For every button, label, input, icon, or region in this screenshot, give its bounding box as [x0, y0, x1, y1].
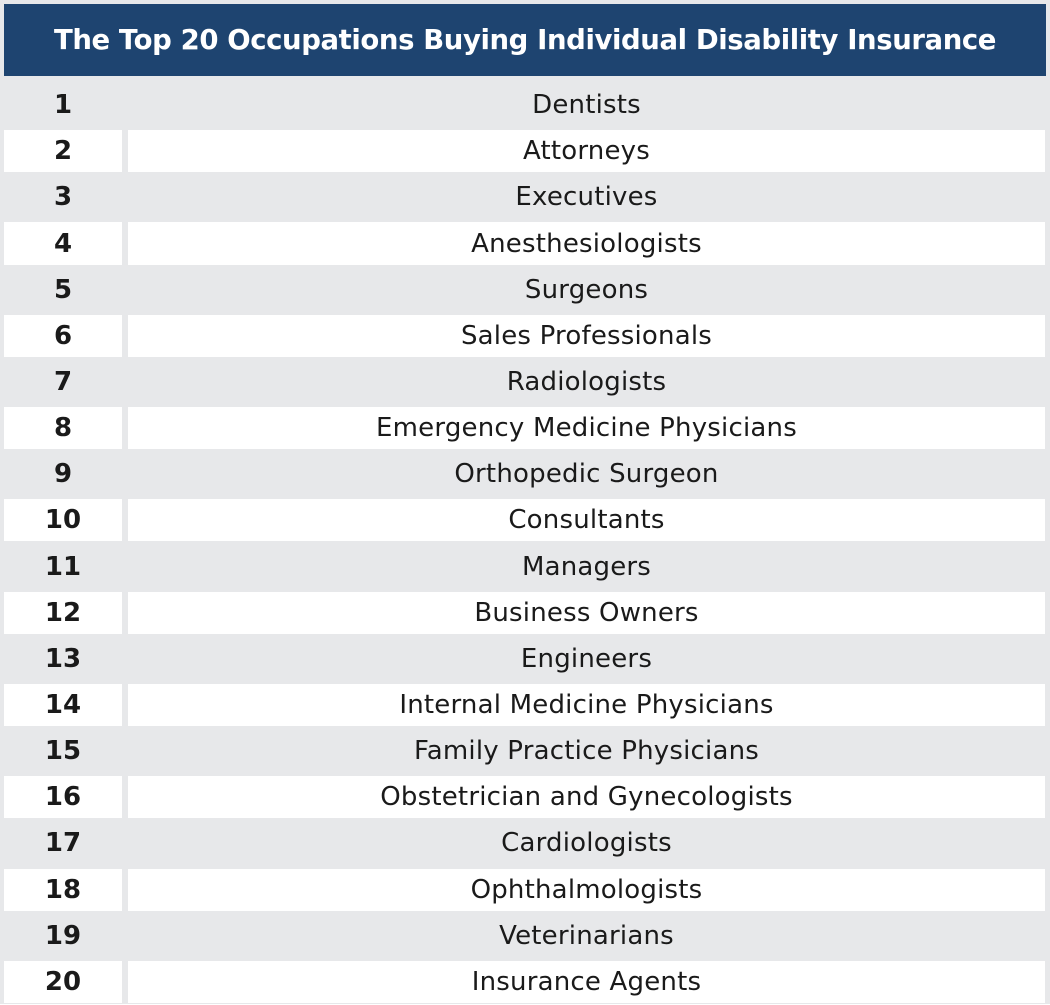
- rank-cell: 18: [4, 868, 122, 911]
- rank-cell: 10: [4, 499, 122, 542]
- rank-cell: 5: [53, 274, 73, 305]
- table-row: 3 Executives: [0, 174, 1050, 220]
- occupation-cell: Managers: [521, 551, 652, 582]
- table-row: 14 Internal Medicine Physicians: [0, 682, 1050, 728]
- occupation-cell: Ophthalmologists: [128, 868, 1045, 911]
- rank-cell: 8: [4, 407, 122, 450]
- table-row: 6 Sales Professionals: [0, 313, 1050, 359]
- occupation-cell: Family Practice Physicians: [413, 736, 760, 767]
- rank-cell: 4: [4, 222, 122, 265]
- rank-cell: 14: [4, 683, 122, 727]
- table-row: 17 Cardiologists: [0, 820, 1050, 866]
- occupation-cell: Veterinarians: [499, 920, 674, 951]
- table-row: 9 Orthopedic Surgeon: [0, 451, 1050, 497]
- rank-cell: 20: [4, 960, 122, 1003]
- occupation-cell: Executives: [515, 182, 658, 213]
- occupation-cell: Obstetrician and Gynecologists: [128, 776, 1045, 819]
- table-row: 7 Radiologists: [0, 359, 1050, 405]
- occupation-cell: Insurance Agents: [128, 960, 1045, 1003]
- rank-cell: 12: [4, 591, 122, 634]
- occupation-cell: Emergency Medicine Physicians: [128, 407, 1045, 450]
- table-title: The Top 20 Occupations Buying Individual…: [4, 4, 1046, 76]
- table-row: 1 Dentists: [0, 82, 1050, 128]
- occupation-cell: Engineers: [520, 643, 653, 674]
- table-row: 19 Veterinarians: [0, 913, 1050, 959]
- table-row: 11 Managers: [0, 544, 1050, 590]
- rank-cell: 19: [44, 920, 82, 951]
- occupation-cell: Sales Professionals: [128, 314, 1045, 357]
- occupation-cell: Cardiologists: [501, 828, 672, 859]
- occupation-cell: Dentists: [532, 90, 641, 121]
- rank-cell: 11: [44, 551, 82, 582]
- table-row: 12 Business Owners: [0, 590, 1050, 636]
- occupation-cell: Consultants: [128, 499, 1045, 542]
- table-row: 13 Engineers: [0, 636, 1050, 682]
- occupation-cell: Orthopedic Surgeon: [454, 459, 719, 490]
- rank-cell: 13: [44, 643, 82, 674]
- occupation-cell: Attorneys: [128, 130, 1045, 173]
- occupation-cell: Business Owners: [128, 591, 1045, 634]
- rank-cell: 6: [4, 314, 122, 357]
- rank-cell: 15: [44, 736, 82, 767]
- occupation-cell: Surgeons: [524, 274, 649, 305]
- rank-cell: 3: [53, 182, 73, 213]
- table-row: 8 Emergency Medicine Physicians: [0, 405, 1050, 451]
- rank-cell: 17: [44, 828, 82, 859]
- occupation-cell: Radiologists: [506, 366, 667, 397]
- table-row: 2 Attorneys: [0, 128, 1050, 174]
- occupation-cell: Anesthesiologists: [128, 222, 1045, 265]
- rank-cell: 16: [4, 776, 122, 819]
- rank-cell: 7: [53, 366, 73, 397]
- rank-cell: 9: [53, 459, 73, 490]
- table-row: 18 Ophthalmologists: [0, 867, 1050, 913]
- table-row: 4 Anesthesiologists: [0, 220, 1050, 266]
- table-row: 16 Obstetrician and Gynecologists: [0, 774, 1050, 820]
- rank-cell: 1: [53, 90, 73, 121]
- occupation-cell: Internal Medicine Physicians: [128, 683, 1045, 727]
- table-row: 20 Insurance Agents: [0, 959, 1050, 1005]
- table-row: 15 Family Practice Physicians: [0, 728, 1050, 774]
- table-row: 10 Consultants: [0, 497, 1050, 543]
- table-row: 5 Surgeons: [0, 267, 1050, 313]
- rank-cell: 2: [4, 130, 122, 173]
